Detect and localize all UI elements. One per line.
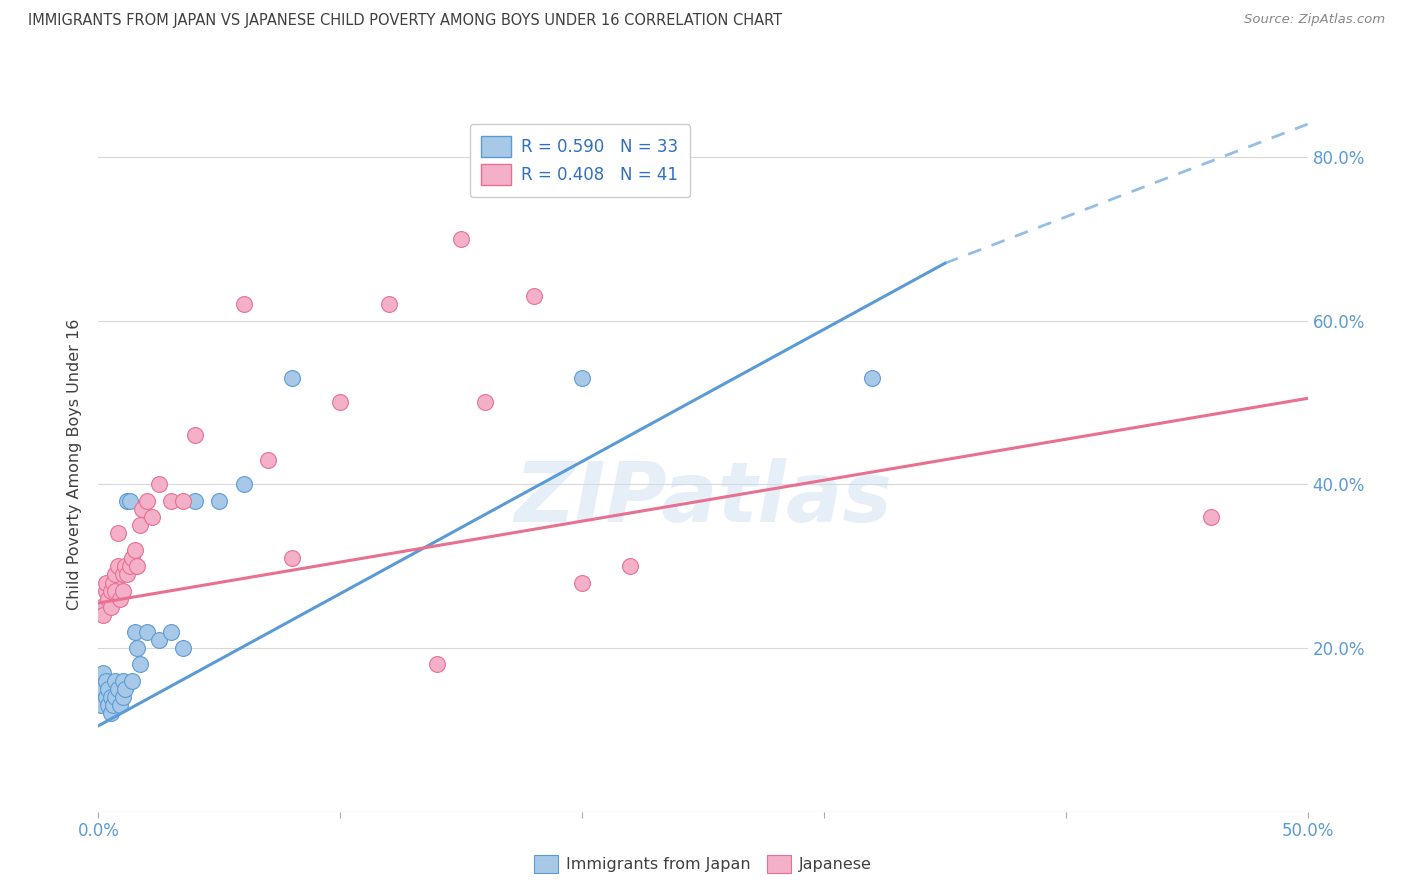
Legend: Immigrants from Japan, Japanese: Immigrants from Japan, Japanese <box>527 848 879 880</box>
Point <box>94 575 117 590</box>
Point <box>90 698 112 713</box>
Point <box>111 567 134 582</box>
Point <box>172 493 194 508</box>
Point <box>108 591 131 606</box>
Point <box>97 698 120 713</box>
Point <box>124 624 146 639</box>
Point <box>281 371 304 385</box>
Point <box>118 493 141 508</box>
Point <box>124 542 146 557</box>
Point <box>523 289 546 303</box>
Point <box>97 591 120 606</box>
Point <box>148 477 170 491</box>
Point <box>128 518 150 533</box>
Point <box>117 493 139 508</box>
Point <box>232 297 254 311</box>
Point <box>114 681 136 696</box>
Point <box>184 428 207 442</box>
Point <box>160 493 183 508</box>
Point <box>100 583 122 598</box>
Point <box>94 673 117 688</box>
Point <box>148 632 170 647</box>
Point <box>108 698 131 713</box>
Point <box>111 690 134 705</box>
Point <box>141 510 163 524</box>
Point <box>91 681 114 696</box>
Point <box>127 640 149 655</box>
Point <box>94 583 117 598</box>
Text: ZIPatlas: ZIPatlas <box>515 458 891 539</box>
Point <box>91 665 114 680</box>
Text: IMMIGRANTS FROM JAPAN VS JAPANESE CHILD POVERTY AMONG BOYS UNDER 16 CORRELATION : IMMIGRANTS FROM JAPAN VS JAPANESE CHILD … <box>28 13 782 29</box>
Point <box>104 567 127 582</box>
Point <box>114 559 136 574</box>
Point <box>90 600 112 615</box>
Point <box>571 575 593 590</box>
Point <box>97 681 120 696</box>
Point <box>107 681 129 696</box>
Point <box>860 371 883 385</box>
Point <box>377 297 399 311</box>
Point <box>184 493 207 508</box>
Point <box>94 690 117 705</box>
Point <box>111 583 134 598</box>
Point <box>160 624 183 639</box>
Point <box>135 493 157 508</box>
Point <box>135 624 157 639</box>
Point <box>281 551 304 566</box>
Point <box>91 608 114 623</box>
Legend: R = 0.590   N = 33, R = 0.408   N = 41: R = 0.590 N = 33, R = 0.408 N = 41 <box>470 124 690 197</box>
Point <box>128 657 150 672</box>
Point <box>131 501 153 516</box>
Point <box>121 673 143 688</box>
Point <box>104 583 127 598</box>
Point <box>100 706 122 721</box>
Point <box>104 673 127 688</box>
Point <box>450 232 472 246</box>
Point <box>426 657 449 672</box>
Y-axis label: Child Poverty Among Boys Under 16: Child Poverty Among Boys Under 16 <box>67 318 83 609</box>
Point <box>111 673 134 688</box>
Point <box>121 551 143 566</box>
Point <box>474 395 496 409</box>
Point <box>208 493 231 508</box>
Point <box>117 567 139 582</box>
Point <box>118 559 141 574</box>
Point <box>256 452 278 467</box>
Point <box>1199 510 1222 524</box>
Point <box>232 477 254 491</box>
Point <box>101 575 124 590</box>
Point <box>127 559 149 574</box>
Point <box>571 371 593 385</box>
Point <box>100 690 122 705</box>
Point <box>107 559 129 574</box>
Text: Source: ZipAtlas.com: Source: ZipAtlas.com <box>1244 13 1385 27</box>
Point <box>101 698 124 713</box>
Point <box>329 395 352 409</box>
Point <box>104 690 127 705</box>
Point <box>100 600 122 615</box>
Point <box>619 559 641 574</box>
Point <box>172 640 194 655</box>
Point <box>107 526 129 541</box>
